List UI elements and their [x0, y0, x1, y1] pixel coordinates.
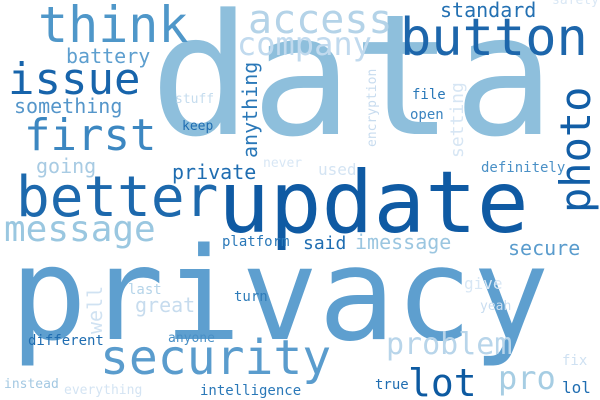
word-something: something — [14, 94, 123, 118]
word-lot: lot — [408, 361, 477, 400]
word-safety: safety — [552, 0, 599, 8]
word-fix: fix — [562, 353, 588, 369]
word-photo: photo — [551, 86, 600, 214]
word-yeah: yeah — [480, 299, 512, 314]
word-true: true — [375, 377, 409, 393]
word-give: give — [464, 274, 503, 293]
word-pro: pro — [498, 359, 556, 397]
word-last: last — [128, 282, 162, 298]
word-different: different — [28, 333, 104, 349]
word-open: open — [410, 107, 444, 123]
word-used: used — [318, 160, 357, 179]
word-well: well — [83, 285, 107, 335]
word-anything: anything — [238, 61, 262, 159]
word-problem: problem — [386, 327, 513, 362]
word-standard: standard — [440, 0, 537, 22]
word-private: private — [172, 160, 257, 184]
word-lol: lol — [562, 378, 591, 397]
word-platform: platform — [222, 234, 290, 250]
word-everything: everything — [64, 383, 143, 398]
word-think: think — [38, 0, 189, 54]
word-intelligence: intelligence — [200, 383, 302, 399]
word-privacy: privacy — [10, 221, 550, 370]
word-data: data — [150, 0, 555, 174]
word-keep: keep — [182, 119, 214, 134]
word-security: security — [100, 330, 332, 386]
word-stuff: stuff — [175, 92, 215, 107]
word-company: company — [237, 25, 372, 63]
word-definitely: definitely — [481, 160, 566, 176]
word-update: update — [218, 153, 529, 253]
word-issue: issue — [8, 54, 141, 105]
word-going: going — [36, 154, 97, 178]
word-access: access — [248, 0, 393, 43]
word-anyone: anyone — [168, 331, 215, 346]
word-encryption: encryption — [364, 68, 380, 148]
word-instead: instead — [4, 377, 59, 392]
word-secure: secure — [508, 236, 581, 260]
word-battery: battery — [66, 44, 151, 68]
word-said: said — [303, 233, 347, 254]
word-message: message — [4, 209, 156, 250]
word-file: file — [412, 87, 446, 103]
word-setting: setting — [447, 82, 468, 158]
word-better: better — [16, 165, 219, 230]
word-first: first — [24, 110, 157, 161]
word-never: never — [263, 156, 303, 171]
word-imessage: imessage — [355, 230, 452, 254]
word-button: button — [400, 8, 588, 68]
word-turn: turn — [234, 289, 268, 305]
word-great: great — [135, 293, 196, 317]
